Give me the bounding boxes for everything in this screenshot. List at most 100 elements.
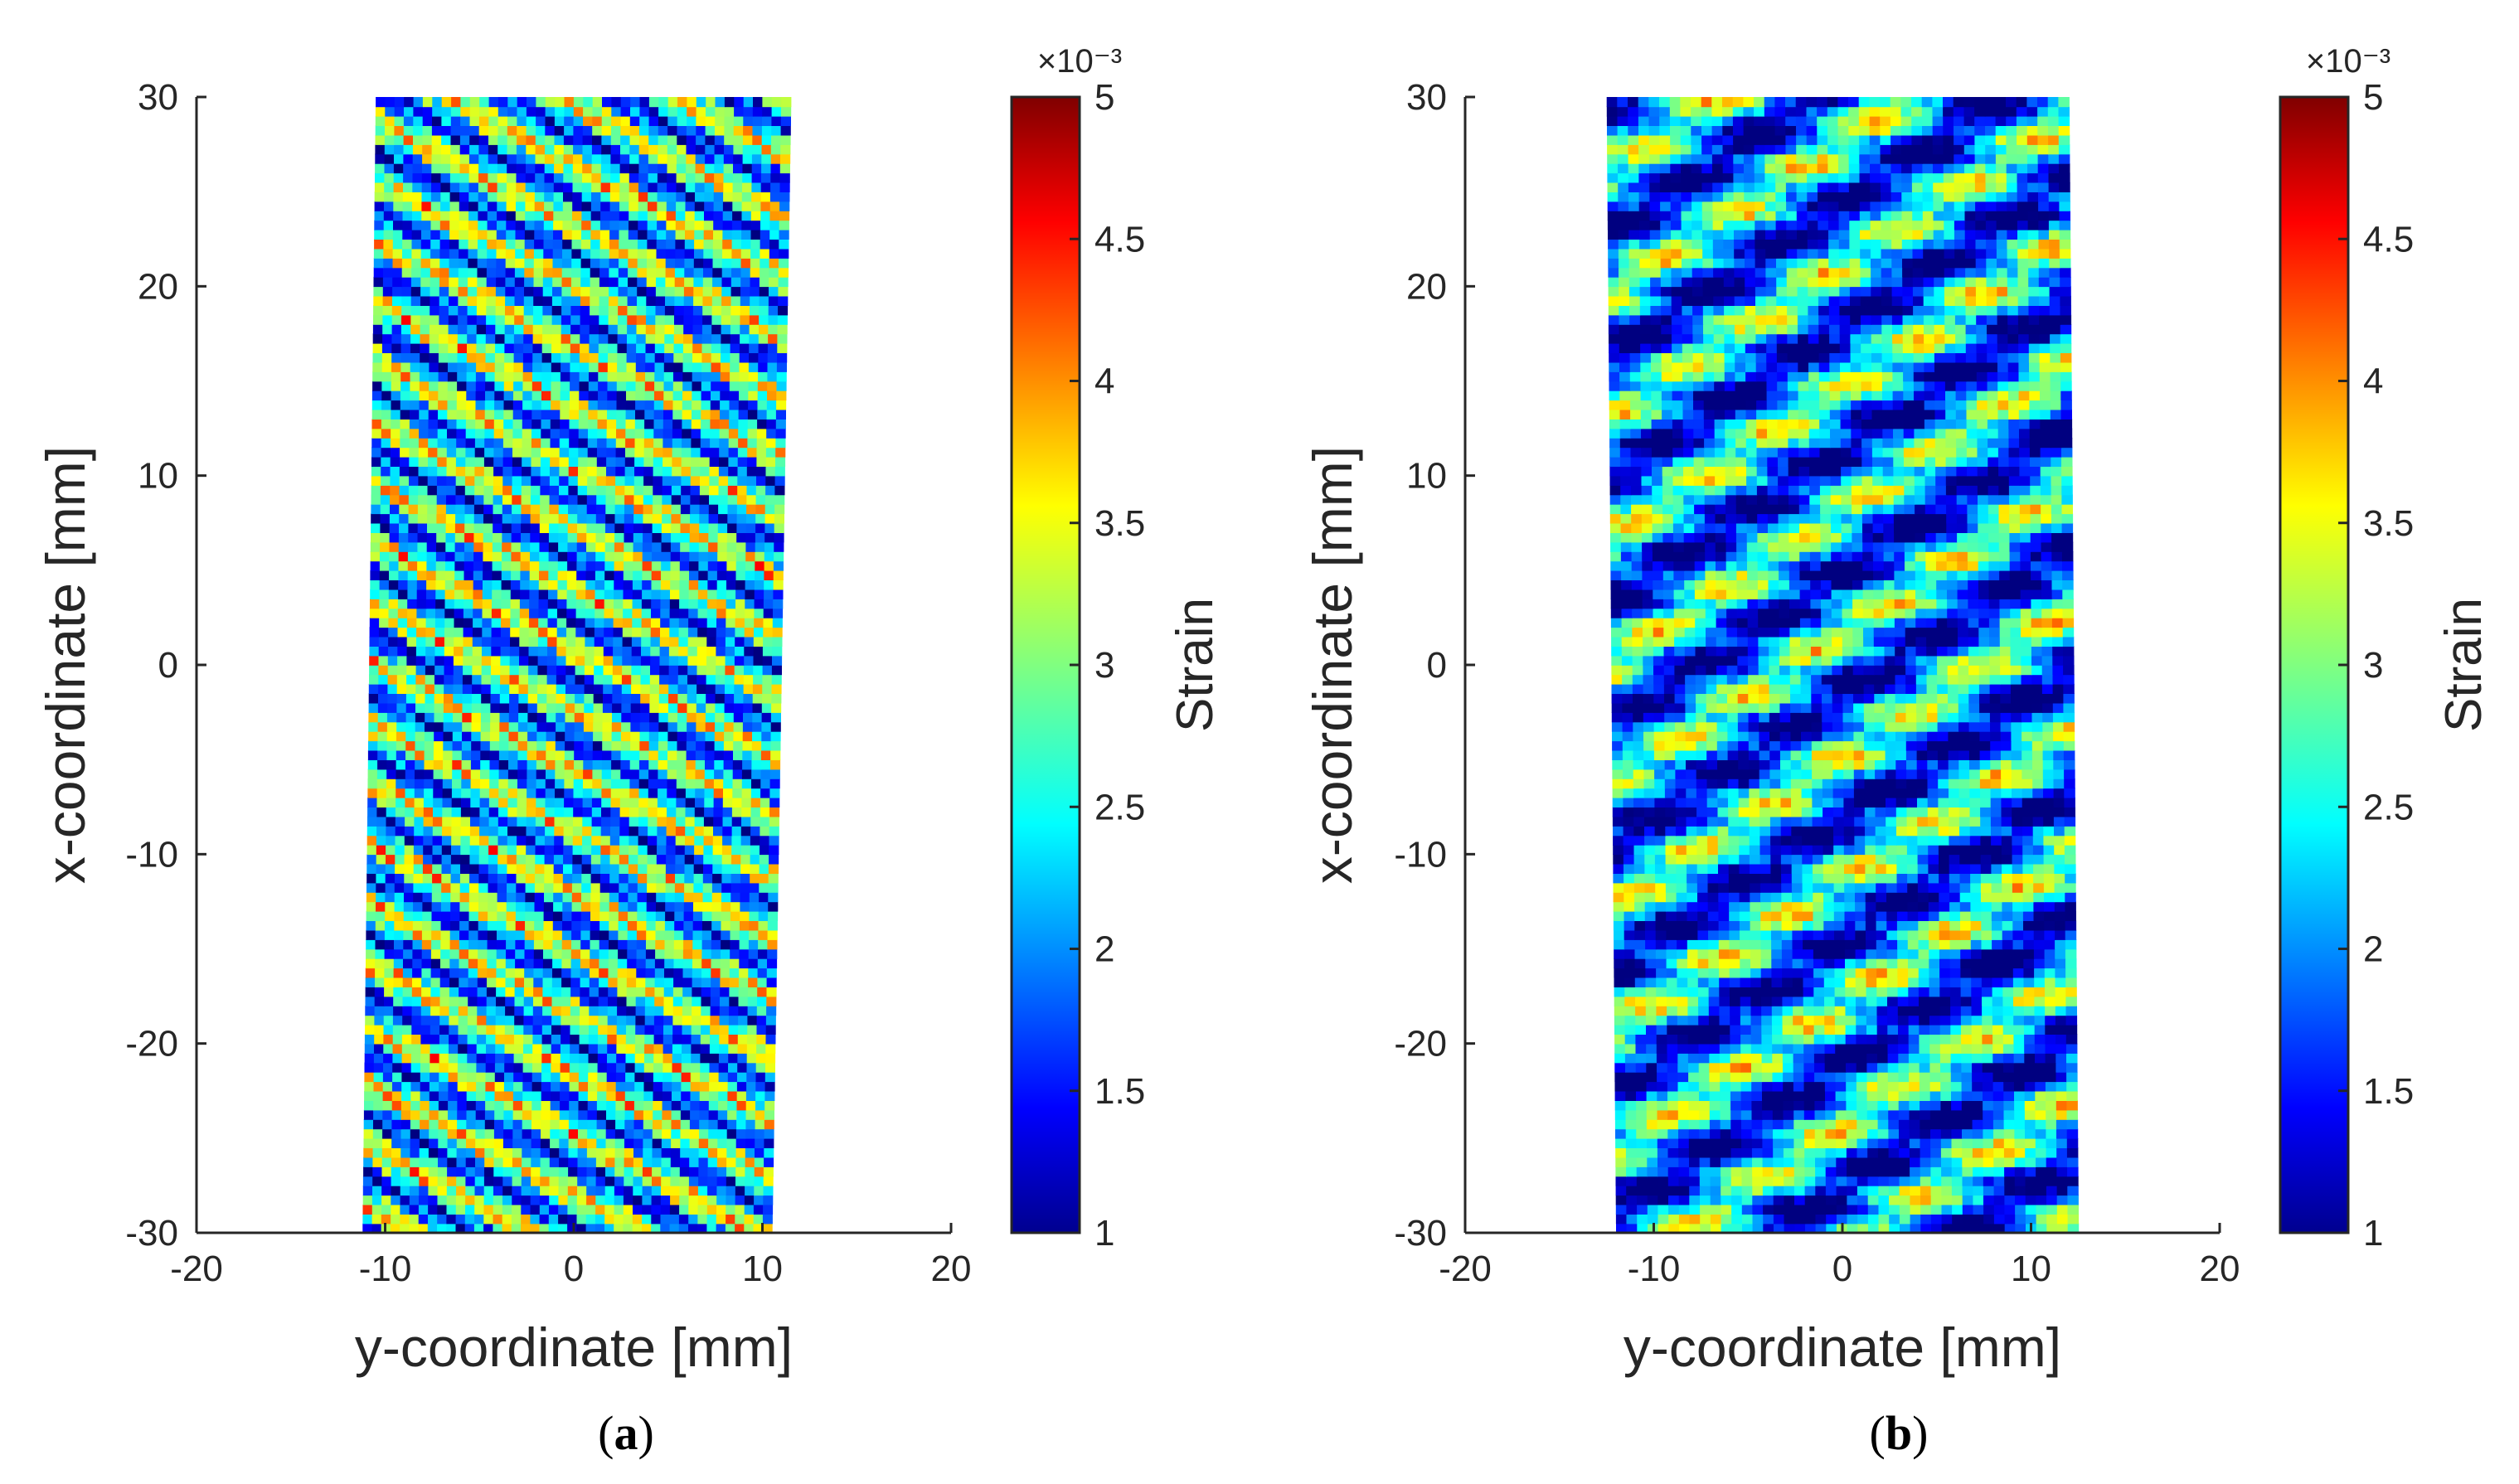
strain-cell-a-2711 (622, 646, 633, 657)
strain-cell-a-388 (698, 1147, 709, 1158)
strain-cell-a-4104 (485, 342, 496, 353)
strain-cell-a-1961 (601, 807, 612, 817)
strain-cell-a-2256 (480, 740, 491, 751)
strain-cell-a-4587 (478, 239, 488, 250)
strain-cell-a-2603 (434, 665, 445, 676)
strain-cell-a-392 (735, 1147, 746, 1158)
strain-cell-a-358 (419, 1147, 430, 1158)
strain-cell-a-3786 (391, 409, 401, 419)
strain-cell-a-3943 (626, 381, 637, 391)
strain-cell-a-4434 (693, 276, 704, 288)
strain-cell-a-1816 (479, 835, 490, 846)
strain-cell-a-4560 (637, 248, 648, 259)
strain-cell-a-3071 (698, 570, 709, 580)
strain-cell-a-4873 (685, 182, 696, 192)
strain-cell-a-885 (411, 1034, 422, 1045)
strain-cell-a-633 (522, 1090, 533, 1101)
strain-cell-a-1807 (395, 835, 405, 846)
strain-cell-a-1096 (738, 996, 749, 1006)
strain-cell-a-2095 (620, 778, 631, 789)
strain-cell-a-3434 (390, 485, 400, 496)
strain-cell-a-2980 (670, 589, 681, 599)
strain-cell-a-1714 (759, 863, 769, 874)
strain-cell-a-1696 (590, 863, 601, 874)
strain-cell-a-3823 (738, 409, 749, 419)
strain-cell-a-2108 (741, 778, 752, 789)
strain-cell-a-3421 (681, 494, 692, 505)
strain-cell-a-2848 (669, 617, 680, 628)
strain-cell-a-1218 (645, 968, 656, 978)
strain-cell-a-3394 (427, 494, 438, 505)
strain-cell-a-1422 (497, 920, 507, 931)
strain-cell-a-3294 (727, 522, 738, 533)
strain-cell-a-2967 (548, 589, 559, 599)
strain-cell-a-57 (483, 1214, 494, 1225)
strain-cell-a-527 (764, 1119, 774, 1130)
strain-cell-a-4082 (692, 352, 703, 363)
strain-cell-a-2043 (545, 788, 556, 798)
strain-cell-a-4033 (645, 361, 656, 372)
strain-cell-a-3097 (529, 560, 540, 571)
strain-cell-a-121 (669, 1204, 680, 1215)
strain-cell-a-2592 (743, 674, 754, 685)
strain-cell-a-3868 (748, 400, 759, 410)
strain-cell-a-4319 (439, 295, 449, 306)
strain-cell-a-2331 (770, 730, 781, 742)
strain-cell-a-2130 (536, 769, 546, 779)
strain-cell-a-3612 (409, 447, 420, 458)
strain-cell-a-3081 (379, 560, 390, 571)
strain-cell-a-4472 (637, 267, 648, 278)
strain-cell-a-3321 (567, 513, 578, 524)
strain-cell-a-2834 (538, 617, 549, 628)
strain-cell-a-1938 (386, 807, 396, 817)
strain-cell-a-3709 (493, 428, 504, 439)
strain-cell-a-1438 (646, 920, 657, 931)
strain-cell-a-226 (419, 1176, 430, 1186)
strain-cell-a-4221 (759, 324, 769, 335)
strain-cell-a-1245 (487, 958, 497, 969)
strain-cell-a-3201 (680, 541, 691, 552)
strain-cell-a-4311 (778, 305, 789, 316)
strain-cell-a-1579 (730, 892, 741, 903)
strain-cell-a-2973 (604, 589, 614, 599)
strain-cell-a-2186 (648, 759, 659, 770)
strain-cell-a-3402 (502, 494, 513, 505)
strain-cell-a-1401 (711, 929, 722, 940)
strain-cell-a-683 (578, 1081, 589, 1092)
strain-cell-a-389 (707, 1147, 718, 1158)
strain-cell-a-3600 (709, 456, 720, 467)
strain-cell-a-1958 (573, 807, 584, 817)
strain-cell-a-2907 (397, 599, 408, 609)
strain-cell-a-156 (586, 1195, 597, 1205)
strain-cell-a-147 (502, 1195, 512, 1205)
strain-cell-a-1669 (750, 873, 760, 884)
strain-cell-a-2800 (632, 627, 643, 638)
strain-cell-a-180 (400, 1185, 410, 1196)
strain-cell-a-3382 (727, 503, 738, 515)
strain-cell-a-3862 (692, 400, 702, 410)
strain-cell-a-1127 (617, 987, 628, 997)
strain-cell-a-1092 (701, 996, 711, 1006)
strain-cell-a-368 (512, 1147, 522, 1158)
strain-cell-a-4170 (692, 333, 703, 344)
strain-cell-a-4419 (552, 276, 563, 288)
strain-cell-a-2074 (424, 778, 434, 789)
strain-cell-a-779 (653, 1062, 663, 1073)
strain-cell-a-3064 (633, 570, 643, 580)
strain-cell-a-1216 (627, 968, 638, 978)
strain-cell-a-2322 (687, 730, 697, 742)
strain-cell-a-4418 (542, 276, 553, 288)
strain-cell-a-3571 (437, 456, 448, 467)
strain-cell-a-2926 (575, 599, 586, 609)
strain-cell-a-4819 (591, 192, 602, 202)
strain-cell-a-4306 (730, 305, 741, 316)
strain-cell-a-1416 (440, 920, 451, 931)
strain-cell-a-883 (392, 1034, 403, 1045)
strain-cell-a-3712 (522, 428, 532, 439)
strain-cell-a-1550 (459, 892, 470, 903)
strain-cell-a-2039 (507, 788, 518, 798)
strain-cell-a-2159 (396, 759, 406, 770)
strain-cell-a-2006 (610, 797, 621, 807)
strain-cell-a-3013 (566, 580, 577, 590)
strain-cell-a-1560 (553, 892, 564, 903)
